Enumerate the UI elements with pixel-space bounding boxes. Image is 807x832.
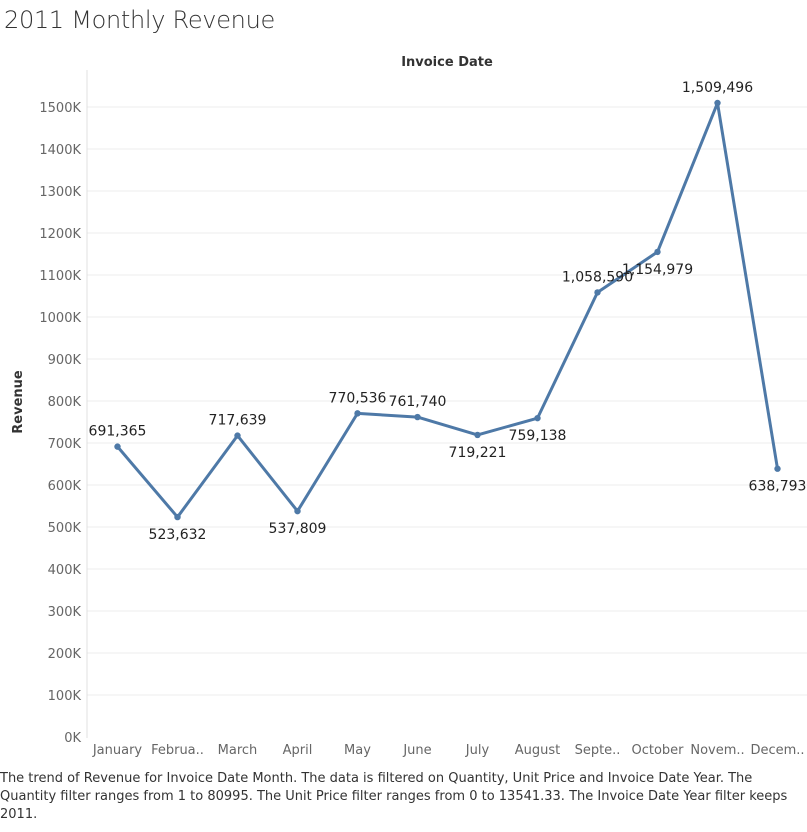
y-tick-label: 1200K — [39, 227, 81, 242]
x-tick-label: Decem.. — [750, 743, 804, 758]
y-tick-label: 1000K — [39, 311, 81, 326]
line-chart: 0K 100K 200K 300K 400K 500K 600K 700K 800K 900K 10… — [11, 55, 807, 758]
y-tick-label: 1300K — [39, 185, 81, 200]
data-point[interactable] — [654, 248, 661, 256]
data-labels: 691,365 523,632 717,639 537,809 770,536 761,7… — [89, 80, 807, 543]
x-tick-label: January — [92, 743, 143, 758]
x-tick-label: Novem.. — [690, 743, 744, 758]
y-tick-label: 900K — [48, 353, 82, 368]
data-label: 719,221 — [449, 445, 507, 461]
chart-caption: The trend of Revenue for Invoice Date Mo… — [0, 771, 788, 822]
y-tick-labels: 0K 100K 200K 300K 400K 500K 600K 700K 800K 900K 10… — [39, 101, 81, 746]
data-label: 717,639 — [209, 413, 267, 429]
data-point[interactable] — [534, 414, 541, 422]
data-label: 759,138 — [509, 428, 567, 444]
y-tick-label: 200K — [48, 647, 82, 662]
data-point[interactable] — [774, 465, 781, 472]
x-tick-label: May — [344, 743, 371, 758]
data-label: 523,632 — [149, 527, 207, 543]
data-label: 1,154,979 — [622, 262, 693, 278]
x-tick-label: Februa.. — [151, 743, 204, 758]
y-tick-label: 500K — [48, 521, 82, 536]
chart-title: 2011 Monthly Revenue — [4, 6, 275, 34]
x-tick-label: June — [402, 743, 431, 758]
data-point[interactable] — [474, 431, 481, 439]
y-tick-label: 0K — [64, 731, 81, 746]
data-label: 761,740 — [389, 394, 447, 410]
data-point[interactable] — [714, 99, 721, 107]
data-point[interactable] — [594, 289, 601, 296]
x-tick-labels: January Februa.. March April May June July Augu… — [92, 743, 805, 758]
gridlines — [87, 106, 807, 696]
data-label: 770,536 — [329, 390, 387, 406]
y-tick-label: 800K — [48, 395, 82, 410]
y-axis-title: Revenue — [11, 370, 26, 434]
x-tick-label: October — [631, 743, 684, 758]
y-tick-label: 400K — [48, 563, 82, 578]
data-point[interactable] — [234, 432, 241, 439]
data-point[interactable] — [114, 443, 121, 450]
data-point[interactable] — [414, 413, 421, 421]
y-tick-label: 1100K — [39, 269, 81, 284]
series-line-group — [116, 101, 779, 519]
y-tick-label: 1400K — [39, 143, 81, 158]
x-tick-label: April — [283, 743, 313, 758]
x-tick-label: Septe.. — [575, 743, 621, 758]
data-label: 638,793 — [749, 479, 807, 495]
data-label: 537,809 — [269, 521, 327, 537]
data-point[interactable] — [294, 507, 301, 515]
data-label: 1,058,590 — [562, 269, 633, 285]
x-tick-label: March — [218, 743, 258, 758]
y-tick-label: 1500K — [39, 101, 81, 116]
data-label: 691,365 — [89, 424, 147, 440]
x-tick-label: July — [465, 743, 490, 758]
y-tick-label: 100K — [48, 689, 82, 704]
y-tick-label: 700K — [48, 437, 82, 452]
y-tick-label: 600K — [48, 479, 82, 494]
y-tick-label: 300K — [48, 605, 82, 620]
series-line — [116, 101, 779, 519]
x-tick-label: August — [515, 743, 561, 758]
data-label: 1,509,496 — [682, 80, 753, 96]
data-point[interactable] — [354, 410, 361, 417]
data-point[interactable] — [174, 513, 181, 521]
data-points — [114, 99, 781, 521]
x-axis-title: Invoice Date — [401, 55, 493, 70]
